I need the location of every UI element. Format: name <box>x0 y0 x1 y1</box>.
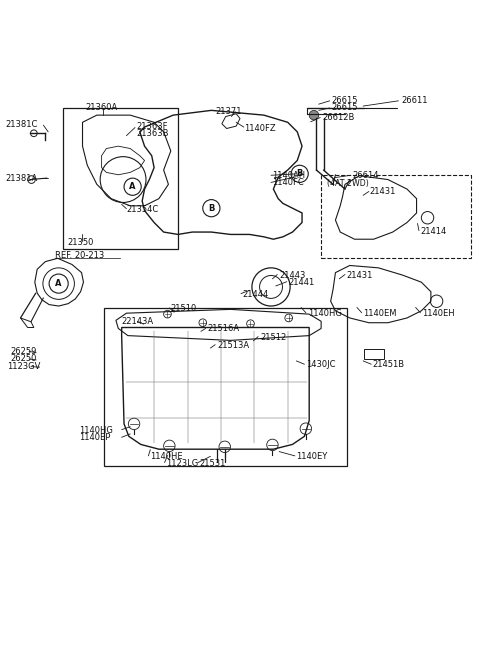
Text: 1140EH: 1140EH <box>422 309 455 318</box>
Text: 21512: 21512 <box>260 333 286 341</box>
Bar <box>364 349 384 358</box>
Text: 21371: 21371 <box>215 107 242 117</box>
Text: 1140HE: 1140HE <box>150 452 183 461</box>
Text: 21444: 21444 <box>242 290 269 299</box>
Text: 21441: 21441 <box>288 278 315 287</box>
Text: 1140EM: 1140EM <box>363 309 396 318</box>
Text: 1430JC: 1430JC <box>306 360 336 369</box>
Text: 26614: 26614 <box>352 171 379 180</box>
Text: 21531: 21531 <box>199 459 226 468</box>
Text: 21381A: 21381A <box>5 174 37 183</box>
Circle shape <box>309 110 319 120</box>
Text: 21443: 21443 <box>279 271 305 280</box>
Text: B: B <box>297 170 303 178</box>
Text: 21350: 21350 <box>67 238 94 247</box>
Text: 21363B: 21363B <box>136 129 168 138</box>
Text: 21516A: 21516A <box>207 324 240 333</box>
Text: 26250: 26250 <box>10 354 36 364</box>
Text: 21431: 21431 <box>346 271 372 280</box>
Text: 1140FZ: 1140FZ <box>244 124 276 132</box>
Text: 21354C: 21354C <box>126 204 159 214</box>
Text: REF. 20-213: REF. 20-213 <box>55 252 104 261</box>
Text: 21451B: 21451B <box>372 360 405 369</box>
Text: 26259: 26259 <box>10 347 36 356</box>
Bar <box>321 175 471 258</box>
Text: 21513A: 21513A <box>217 341 249 350</box>
Text: 21431: 21431 <box>370 187 396 196</box>
Text: 21510: 21510 <box>171 304 197 313</box>
Text: 1140AH: 1140AH <box>273 171 306 180</box>
Text: 1140EY: 1140EY <box>296 452 327 461</box>
Text: 21360A: 21360A <box>85 103 117 111</box>
Text: 1123LG: 1123LG <box>166 459 198 468</box>
Text: 22143A: 22143A <box>121 317 154 326</box>
Text: 26615: 26615 <box>332 96 358 105</box>
Text: 26615: 26615 <box>332 103 358 113</box>
Text: 26612B: 26612B <box>322 113 354 122</box>
Text: 21381C: 21381C <box>5 120 37 129</box>
Text: 1140FC: 1140FC <box>273 178 304 187</box>
Text: (4AT 2WD): (4AT 2WD) <box>327 179 369 188</box>
Text: 26611: 26611 <box>401 96 428 105</box>
Text: 1140HG: 1140HG <box>308 309 342 318</box>
Text: B: B <box>208 204 215 213</box>
Text: 21363F: 21363F <box>136 122 168 130</box>
Text: 21414: 21414 <box>420 227 447 236</box>
Bar <box>63 108 178 249</box>
Text: 1140HG: 1140HG <box>79 426 113 435</box>
Bar <box>104 309 348 466</box>
Text: A: A <box>130 182 136 191</box>
Text: A: A <box>55 279 62 288</box>
Text: 1140EP: 1140EP <box>79 433 110 442</box>
Text: 1123GV: 1123GV <box>7 362 40 371</box>
